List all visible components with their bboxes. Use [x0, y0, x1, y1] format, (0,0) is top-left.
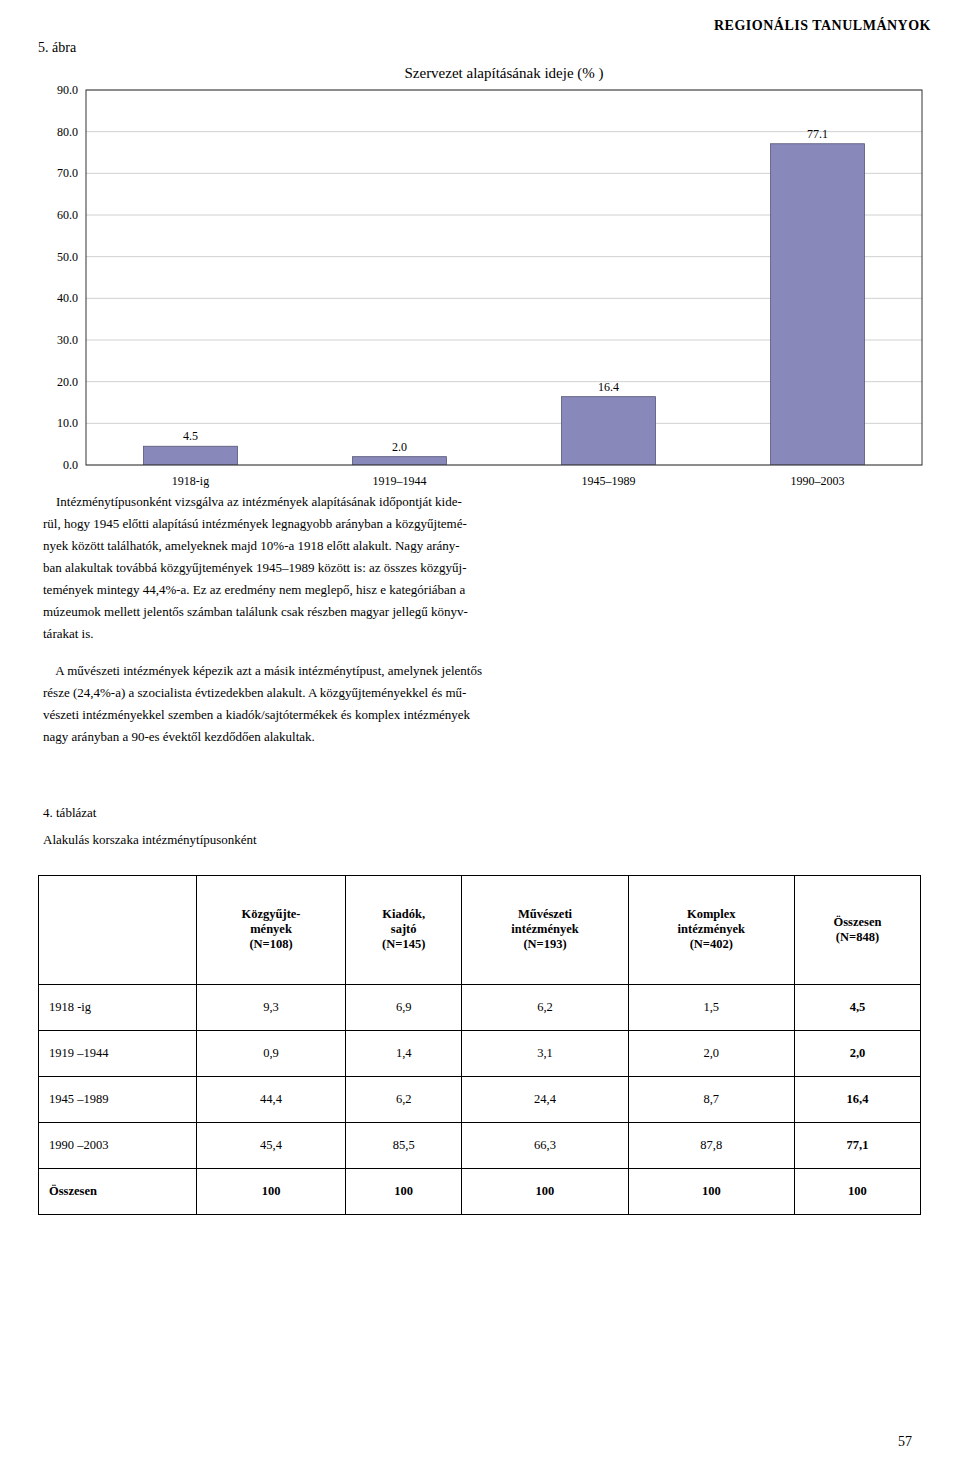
bar	[352, 457, 446, 465]
header-row: Közgyűjte- mények (N=108)Kiadók, sajtó (…	[39, 876, 921, 985]
paragraph-line: A művészeti intézmények képezik azt a má…	[43, 660, 482, 682]
y-tick-label: 80.0	[57, 125, 78, 139]
paragraph-line: temények mintegy 44,4%-a. Ez az eredmény…	[43, 579, 465, 601]
header-cell: Összesen (N=848)	[794, 876, 920, 985]
table-cell: 77,1	[794, 1122, 920, 1168]
y-tick-label: 10.0	[57, 416, 78, 430]
header-cell: Kiadók, sajtó (N=145)	[346, 876, 462, 985]
bars	[143, 144, 864, 465]
table-cell: 3,1	[462, 1030, 628, 1076]
grid-line	[86, 131, 922, 132]
table-row: 1919 –19440,91,43,12,02,0	[39, 1030, 921, 1076]
header-cell: Művészeti intézmények (N=193)	[462, 876, 628, 985]
table-cell: 4,5	[794, 984, 920, 1030]
data-label: 2.0	[392, 440, 407, 454]
paragraph-line: rül, hogy 1945 előtti alapítású intézmén…	[43, 513, 467, 535]
data-table: Közgyűjte- mények (N=108)Kiadók, sajtó (…	[38, 875, 921, 1215]
table-cell: 87,8	[628, 1122, 794, 1168]
table-subtitle: Alakulás korszaka intézménytípusonként	[43, 832, 257, 848]
header-cell: Komplex intézmények (N=402)	[628, 876, 794, 985]
table-holder: Közgyűjte- mények (N=108)Kiadók, sajtó (…	[38, 875, 921, 1215]
table-cell: 100	[628, 1168, 794, 1214]
table-cell: 1945 –1989	[39, 1076, 197, 1122]
page-number: 57	[898, 1434, 912, 1450]
table-cell: 6,2	[346, 1076, 462, 1122]
chart-title: Szervezet alapításának ideje (% )	[404, 65, 603, 82]
table-cell: 2,0	[794, 1030, 920, 1076]
x-tick-label: 1990–2003	[791, 474, 845, 488]
x-tick-label: 1945–1989	[582, 474, 636, 488]
figure-label: 5. ábra	[38, 40, 76, 56]
paragraph-line: része (24,4%-a) a szocialista évtizedekb…	[43, 682, 466, 704]
table-cell: 44,4	[197, 1076, 346, 1122]
page-title: REGIONÁLIS TANULMÁNYOK	[714, 18, 931, 34]
table-cell: 1,5	[628, 984, 794, 1030]
bar-chart: Szervezet alapításának ideje (% ) 0.0 10.0…	[0, 50, 960, 500]
bar	[770, 144, 864, 465]
y-tick-label: 20.0	[57, 375, 78, 389]
data-label: 77.1	[807, 127, 828, 141]
paragraph-line: vészeti intézményekkel szemben a kiadók/…	[43, 704, 470, 726]
y-tick-label: 70.0	[57, 166, 78, 180]
y-tick-label: 50.0	[57, 250, 78, 264]
plot-frame	[86, 90, 922, 465]
table-cell: 6,2	[462, 984, 628, 1030]
table-row: 1990 –200345,485,566,387,877,1	[39, 1122, 921, 1168]
paragraph-line: múzeumok mellett jelentős számban találu…	[43, 601, 468, 623]
bar	[561, 397, 655, 465]
header-cell: Közgyűjte- mények (N=108)	[197, 876, 346, 985]
table-cell: 16,4	[794, 1076, 920, 1122]
grid	[86, 90, 922, 465]
table-row: 1945 –198944,46,224,48,716,4	[39, 1076, 921, 1122]
bar	[143, 446, 237, 465]
x-tick-label: 1919–1944	[373, 474, 427, 488]
table-cell: 45,4	[197, 1122, 346, 1168]
y-tick-label: 0.0	[63, 458, 78, 472]
table-cell: 24,4	[462, 1076, 628, 1122]
table-cell: 100	[346, 1168, 462, 1214]
y-tick-label: 90.0	[57, 83, 78, 97]
x-tick-label: 1918-ig	[172, 474, 209, 488]
table-cell: 66,3	[462, 1122, 628, 1168]
table-label: 4. táblázat	[43, 805, 96, 821]
table-cell: 100	[197, 1168, 346, 1214]
table-cell: 85,5	[346, 1122, 462, 1168]
table-cell: 100	[462, 1168, 628, 1214]
data-label: 16.4	[598, 380, 619, 394]
table-cell: 100	[794, 1168, 920, 1214]
y-tick-label: 30.0	[57, 333, 78, 347]
table-cell: 0,9	[197, 1030, 346, 1076]
table-row: 1918 -ig9,36,96,21,54,5	[39, 984, 921, 1030]
table-cell: 2,0	[628, 1030, 794, 1076]
table-cell: 8,7	[628, 1076, 794, 1122]
data-label: 4.5	[183, 429, 198, 443]
paragraph-line: tárakat is.	[43, 623, 94, 645]
y-tick-label: 60.0	[57, 208, 78, 222]
table-cell: 6,9	[346, 984, 462, 1030]
table-cell: 1,4	[346, 1030, 462, 1076]
paragraph-line: ban alakultak továbbá közgyűjtemények 19…	[43, 557, 466, 579]
table-cell: 1918 -ig	[39, 984, 197, 1030]
table-cell: 1919 –1944	[39, 1030, 197, 1076]
paragraph-line: nagy arányban a 90-es évektől kezdődően …	[43, 726, 315, 748]
table-cell: 1990 –2003	[39, 1122, 197, 1168]
table-row: Összesen100100100100100	[39, 1168, 921, 1214]
paragraph-line: nyek között találhatók, amelyeknek majd …	[43, 535, 460, 557]
table-cell: Összesen	[39, 1168, 197, 1214]
paragraph-line: Intézménytípusonként vizsgálva az intézm…	[43, 491, 462, 513]
corner-cell	[39, 876, 197, 985]
y-tick-label: 40.0	[57, 291, 78, 305]
table-cell: 9,3	[197, 984, 346, 1030]
